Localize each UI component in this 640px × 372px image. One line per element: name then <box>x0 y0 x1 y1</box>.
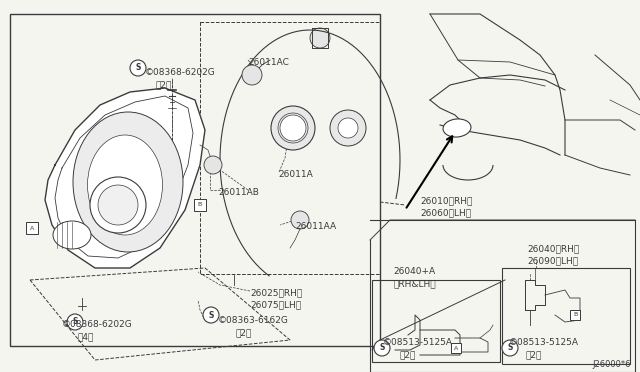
Bar <box>502 268 630 364</box>
Text: S: S <box>208 311 214 320</box>
Ellipse shape <box>443 119 471 137</box>
Text: （2）: （2） <box>400 350 417 359</box>
Bar <box>570 310 580 320</box>
Ellipse shape <box>73 112 183 252</box>
Text: ©08363-6162G: ©08363-6162G <box>218 316 289 325</box>
Bar <box>10 14 380 346</box>
Bar <box>200 22 380 274</box>
Text: 26011AC: 26011AC <box>248 58 289 67</box>
Text: ©08513-5125A: ©08513-5125A <box>383 338 453 347</box>
Text: 26011AB: 26011AB <box>218 188 259 197</box>
Text: 26011AA: 26011AA <box>295 222 336 231</box>
Circle shape <box>204 156 222 174</box>
Bar <box>26 222 38 234</box>
Circle shape <box>130 60 146 76</box>
Text: ©08368-6202G: ©08368-6202G <box>62 320 132 329</box>
Text: ©08368-6202G: ©08368-6202G <box>145 68 216 77</box>
Bar <box>372 280 500 362</box>
Text: 26075（LH）: 26075（LH） <box>250 300 301 309</box>
Text: 26060（LH）: 26060（LH） <box>420 208 471 217</box>
Circle shape <box>330 110 366 146</box>
Text: （2）: （2） <box>526 350 542 359</box>
Text: （4）: （4） <box>78 332 94 341</box>
Circle shape <box>280 115 306 141</box>
Ellipse shape <box>53 221 91 249</box>
Circle shape <box>98 185 138 225</box>
Text: 26040（RH）: 26040（RH） <box>527 244 579 253</box>
Text: B: B <box>198 202 202 208</box>
Circle shape <box>203 307 219 323</box>
Text: ©08513-5125A: ©08513-5125A <box>509 338 579 347</box>
Bar <box>451 343 461 353</box>
Circle shape <box>310 28 330 48</box>
Bar <box>194 199 206 211</box>
Text: B: B <box>573 312 577 317</box>
Text: （2）: （2） <box>235 328 252 337</box>
Text: A: A <box>30 225 34 231</box>
Text: S: S <box>508 343 513 353</box>
Text: 26011A: 26011A <box>278 170 313 179</box>
Text: 26040+A: 26040+A <box>393 267 435 276</box>
Text: S: S <box>135 64 141 73</box>
Circle shape <box>291 211 309 229</box>
Text: A: A <box>454 346 458 350</box>
Text: （2）: （2） <box>155 80 172 89</box>
Circle shape <box>374 340 390 356</box>
Text: （RH&LH）: （RH&LH） <box>393 279 436 288</box>
Circle shape <box>67 314 83 330</box>
Text: S: S <box>380 343 385 353</box>
Text: 26090（LH）: 26090（LH） <box>527 256 578 265</box>
Text: J26000*6: J26000*6 <box>592 360 630 369</box>
Circle shape <box>502 340 518 356</box>
Circle shape <box>90 177 146 233</box>
Circle shape <box>242 65 262 85</box>
Ellipse shape <box>88 135 163 235</box>
Text: 26010（RH）: 26010（RH） <box>420 196 472 205</box>
Text: 26025（RH）: 26025（RH） <box>250 288 302 297</box>
Polygon shape <box>45 88 205 268</box>
Text: S: S <box>72 317 77 327</box>
Circle shape <box>338 118 358 138</box>
Circle shape <box>271 106 315 150</box>
